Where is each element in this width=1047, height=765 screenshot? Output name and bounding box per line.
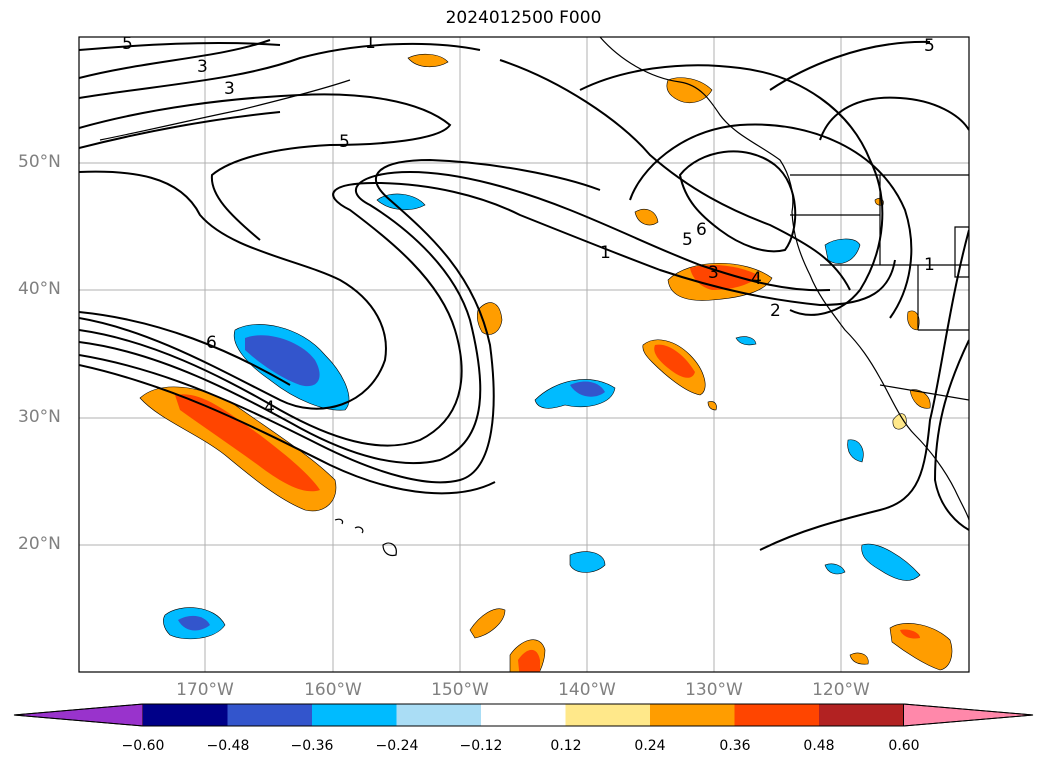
colorbar-tick: 0.48 (803, 738, 835, 754)
colorbar-segment (227, 704, 312, 726)
contour-label: 4 (264, 398, 275, 418)
contour-label: 2 (770, 301, 781, 321)
map-title: 2024012500 F000 (445, 8, 602, 28)
lon-label-160w: 160°W (304, 680, 362, 700)
contour-label: 6 (206, 333, 217, 353)
lon-label-170w: 170°W (176, 680, 234, 700)
colorbar-tick: −0.60 (121, 738, 165, 754)
colorbar-tick: 0.24 (634, 738, 666, 754)
colorbar-segment (565, 704, 650, 726)
colorbar (13, 703, 1034, 727)
colorbar-segment (481, 704, 566, 726)
contour-label: 5 (122, 34, 133, 54)
contour-label: 5 (924, 36, 935, 56)
colorbar-tick: 0.36 (719, 738, 751, 754)
gridlines (79, 37, 969, 672)
contour-label: 3 (708, 263, 719, 283)
colorbar-segment (650, 704, 735, 726)
colorbar-tick: −0.12 (459, 738, 503, 754)
contour-label: 3 (197, 57, 208, 77)
lat-label-20n: 20°N (18, 534, 61, 554)
colorbar-segment (734, 704, 819, 726)
colorbar-extend-high (903, 703, 1034, 727)
colorbar-segment (396, 704, 481, 726)
coastlines (99, 37, 969, 557)
colorbar-segment (312, 704, 397, 726)
lon-label-130w: 130°W (685, 680, 743, 700)
colorbar-tick: −0.36 (290, 738, 334, 754)
lon-label-140w: 140°W (558, 680, 616, 700)
shaded-field (139, 53, 953, 672)
plot-frame (78, 36, 970, 673)
colorbar-tick: 0.60 (888, 738, 920, 754)
contour-label: 1 (924, 255, 935, 275)
lat-label-30n: 30°N (18, 407, 61, 427)
contour-labels: 5 3 3 5 1 6 4 1 6 5 3 4 2 5 1 (122, 33, 935, 418)
contour-label: 1 (365, 33, 376, 53)
colorbar-segment (143, 704, 228, 726)
lat-label-50n: 50°N (18, 152, 61, 172)
contour-lines (79, 39, 969, 551)
lon-label-120w: 120°W (812, 680, 870, 700)
contour-label: 4 (751, 269, 762, 289)
colorbar-extend-low (13, 703, 144, 727)
contour-label: 5 (682, 230, 693, 250)
contour-label: 3 (224, 79, 235, 99)
lat-label-40n: 40°N (18, 279, 61, 299)
colorbar-outline (13, 703, 1034, 727)
colorbar-tick: −0.48 (206, 738, 250, 754)
colorbar-tick: 0.12 (550, 738, 582, 754)
colorbar-segment (819, 704, 904, 726)
lon-label-150w: 150°W (431, 680, 489, 700)
contour-label: 1 (600, 243, 611, 263)
colorbar-tick: −0.24 (375, 738, 419, 754)
contour-label: 6 (696, 220, 707, 240)
contour-label: 5 (339, 132, 350, 152)
